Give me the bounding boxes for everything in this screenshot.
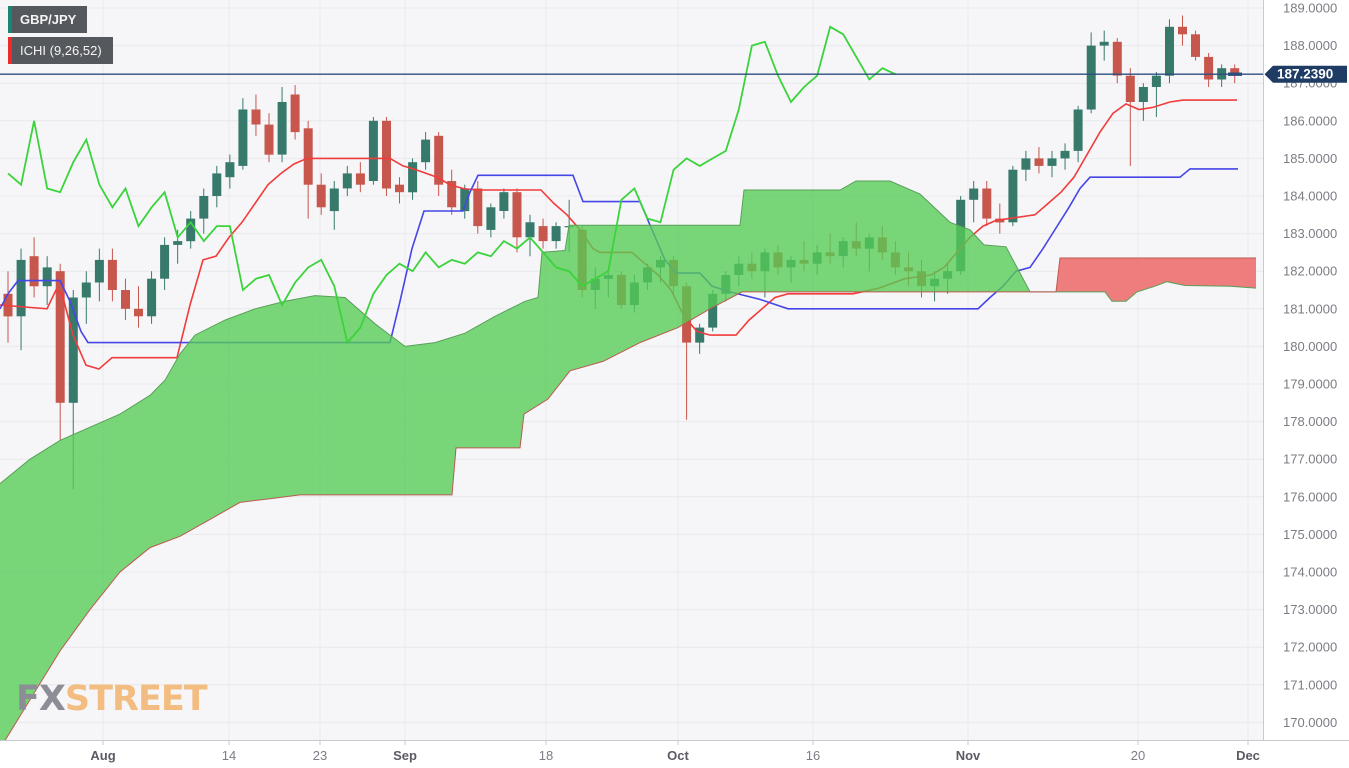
svg-text:178.0000: 178.0000 xyxy=(1283,414,1337,429)
price-axis[interactable]: 189.0000188.0000187.0000186.0000185.0000… xyxy=(1283,1,1337,730)
symbol-accent-bar xyxy=(8,6,12,33)
symbol-badge[interactable]: GBP/JPY xyxy=(8,6,88,33)
svg-text:20: 20 xyxy=(1131,748,1145,763)
watermark-street: STREET xyxy=(64,679,208,719)
svg-text:184.0000: 184.0000 xyxy=(1283,189,1337,204)
svg-text:171.0000: 171.0000 xyxy=(1283,677,1337,692)
svg-text:172.0000: 172.0000 xyxy=(1283,640,1337,655)
svg-text:183.0000: 183.0000 xyxy=(1283,226,1337,241)
svg-text:Nov: Nov xyxy=(956,748,981,763)
senkou-span-b-line xyxy=(4,257,1256,740)
indicator-accent-bar xyxy=(8,37,12,64)
svg-text:Oct: Oct xyxy=(667,748,689,763)
svg-text:173.0000: 173.0000 xyxy=(1283,602,1337,617)
svg-text:Aug: Aug xyxy=(90,748,115,763)
indicator-badge[interactable]: ICHI (9,26,52) xyxy=(8,37,113,64)
svg-text:16: 16 xyxy=(806,748,820,763)
senkou-span-a-line xyxy=(0,180,1257,484)
svg-text:176.0000: 176.0000 xyxy=(1283,489,1337,504)
ichimoku-cloud xyxy=(0,180,1257,740)
svg-text:174.0000: 174.0000 xyxy=(1283,565,1337,580)
svg-text:Dec: Dec xyxy=(1236,748,1260,763)
svg-text:187.2390: 187.2390 xyxy=(1277,67,1333,82)
svg-text:182.0000: 182.0000 xyxy=(1283,264,1337,279)
svg-text:181.0000: 181.0000 xyxy=(1283,301,1337,316)
svg-text:185.0000: 185.0000 xyxy=(1283,151,1337,166)
svg-text:189.0000: 189.0000 xyxy=(1283,1,1337,16)
svg-text:179.0000: 179.0000 xyxy=(1283,377,1337,392)
svg-text:18: 18 xyxy=(539,748,553,763)
svg-text:Sep: Sep xyxy=(393,748,417,763)
svg-text:186.0000: 186.0000 xyxy=(1283,113,1337,128)
last-price-badge: 187.2390 xyxy=(1264,65,1347,83)
indicator-label: ICHI (9,26,52) xyxy=(20,43,102,58)
svg-text:170.0000: 170.0000 xyxy=(1283,715,1337,730)
svg-text:188.0000: 188.0000 xyxy=(1283,38,1337,53)
symbol-label: GBP/JPY xyxy=(20,12,77,27)
svg-text:14: 14 xyxy=(222,748,236,763)
svg-text:180.0000: 180.0000 xyxy=(1283,339,1337,354)
svg-text:23: 23 xyxy=(313,748,327,763)
plot-layers xyxy=(0,15,1257,740)
svg-text:175.0000: 175.0000 xyxy=(1283,527,1337,542)
plot-border xyxy=(0,0,1349,741)
chikou-span-line xyxy=(7,25,896,345)
fxstreet-watermark: FXSTREET xyxy=(16,679,208,719)
svg-text:177.0000: 177.0000 xyxy=(1283,452,1337,467)
watermark-fx: FX xyxy=(16,679,66,719)
time-axis[interactable]: Aug 14 23 Sep 18 Oct 16 Nov 20 Dec xyxy=(90,740,1260,763)
